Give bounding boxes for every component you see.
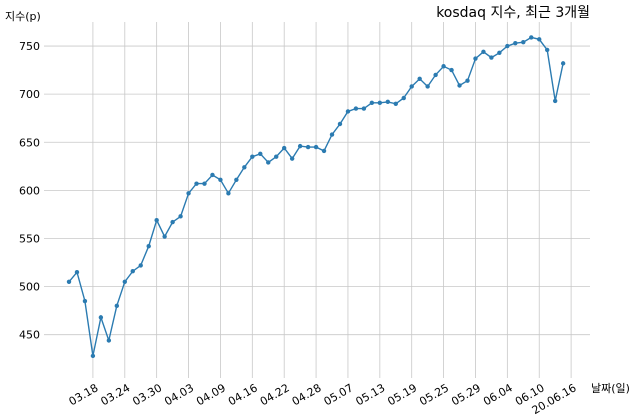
data-point	[186, 191, 191, 196]
data-point	[385, 99, 390, 105]
y-tick-label: 650	[19, 136, 40, 149]
x-tick-label: 05.29	[449, 381, 483, 408]
y-tick-label: 600	[19, 184, 40, 197]
y-tick-label: 550	[19, 232, 40, 245]
data-point	[313, 144, 319, 150]
data-point	[321, 148, 327, 154]
data-point	[529, 35, 534, 40]
data-point	[114, 303, 120, 309]
data-point	[369, 100, 375, 106]
data-point	[329, 132, 335, 137]
data-point	[513, 40, 518, 46]
data-point	[130, 269, 135, 274]
x-tick-label: 03.30	[130, 381, 164, 408]
data-point	[178, 214, 183, 219]
data-point	[441, 64, 446, 69]
data-point	[266, 160, 271, 165]
x-tick-label: 05.13	[354, 381, 388, 408]
data-point	[258, 151, 263, 157]
data-point	[122, 279, 127, 284]
data-point	[497, 50, 502, 55]
data-point	[210, 172, 215, 178]
data-point	[353, 106, 359, 111]
data-point	[409, 84, 414, 89]
data-point	[202, 181, 207, 186]
x-tick-label: 04.09	[194, 381, 228, 408]
x-tick-label: 05.07	[322, 381, 356, 408]
data-point	[552, 98, 558, 104]
x-axis-label: 날짜(일)	[591, 381, 630, 395]
x-tick-label: 04.03	[162, 381, 196, 408]
data-point	[337, 121, 343, 127]
x-tick-label: 06.04	[481, 381, 515, 408]
data-point	[345, 109, 351, 114]
y-tick-label: 500	[19, 281, 40, 294]
data-point	[274, 154, 279, 159]
data-point	[425, 84, 430, 89]
y-tick-labels: 450 500 550 600 650 700 750	[19, 40, 40, 342]
data-point	[401, 95, 406, 101]
x-tick-label: 03.18	[67, 381, 101, 408]
data-point	[473, 56, 478, 61]
data-point	[481, 49, 486, 55]
x-tick-label: 05.25	[417, 381, 451, 408]
data-point	[361, 106, 367, 111]
data-point	[505, 43, 510, 49]
data-point	[297, 143, 303, 149]
data-point	[489, 55, 494, 60]
x-tick-labels: 03.1803.2403.3004.0304.0904.1604.2204.28…	[67, 381, 579, 417]
data-point	[281, 145, 287, 151]
x-tick-label: 05.19	[385, 381, 419, 408]
chart-title: kosdaq 지수, 최근 3개월	[436, 5, 590, 21]
data-point	[560, 61, 566, 66]
y-tick-label: 450	[19, 329, 40, 342]
data-point	[433, 72, 438, 78]
data-point	[162, 234, 167, 239]
y-tick-label: 700	[19, 88, 40, 101]
data-point	[465, 78, 470, 83]
data-point	[457, 83, 462, 88]
data-point	[234, 177, 239, 182]
data-point	[138, 263, 143, 268]
y-axis-label: 지수(p)	[5, 10, 41, 23]
x-tick-label: 03.24	[99, 381, 133, 408]
data-point	[194, 181, 199, 186]
data-point	[537, 37, 542, 42]
data-point	[218, 177, 223, 182]
data-point	[417, 76, 422, 81]
x-tick-label: 04.28	[290, 381, 324, 408]
data-point	[82, 298, 88, 304]
y-tick-label: 750	[19, 40, 40, 53]
data-point	[154, 218, 159, 223]
x-tick-label: 04.22	[258, 381, 292, 408]
data-point	[90, 353, 96, 359]
grid-layer	[44, 22, 590, 378]
data-point	[449, 67, 454, 73]
x-tick-label: 04.16	[226, 381, 260, 408]
data-point	[289, 156, 295, 161]
data-point	[146, 243, 151, 249]
data-point	[250, 154, 255, 159]
data-point	[393, 101, 398, 106]
data-point	[521, 40, 526, 45]
data-point	[545, 47, 550, 53]
data-point	[377, 100, 383, 106]
data-point	[305, 144, 311, 150]
data-point	[242, 165, 247, 170]
data-point	[74, 269, 80, 275]
data-point	[226, 191, 231, 196]
data-point	[170, 219, 175, 225]
series-layer	[66, 35, 566, 359]
data-point	[106, 338, 112, 343]
data-point	[66, 279, 72, 284]
data-point	[98, 315, 104, 320]
